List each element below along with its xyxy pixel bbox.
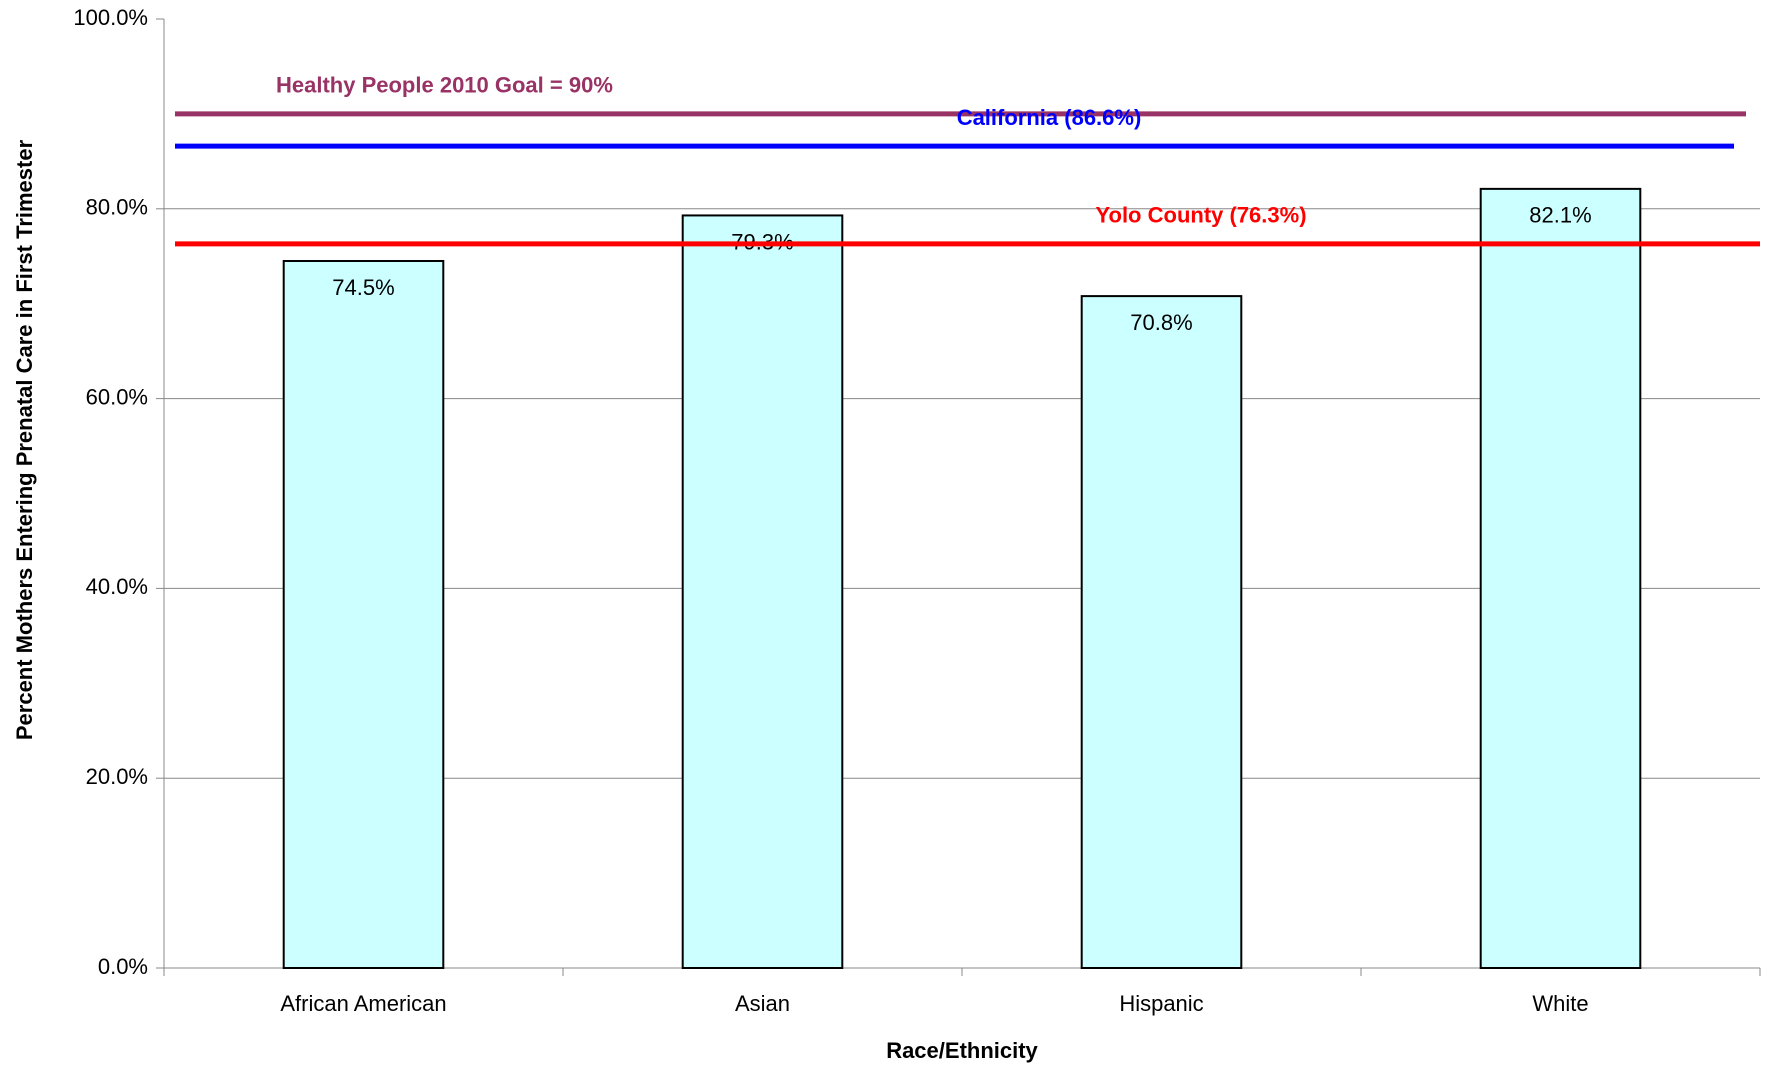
y-tick-label: 100.0% bbox=[73, 5, 148, 30]
bar bbox=[1080, 295, 1243, 970]
y-tick-label: 60.0% bbox=[86, 384, 148, 409]
y-tick-label: 20.0% bbox=[86, 764, 148, 789]
x-tick-label: Asian bbox=[735, 991, 790, 1016]
data-label: 82.1% bbox=[1529, 203, 1591, 228]
x-axis-title: Race/Ethnicity bbox=[886, 1038, 1038, 1063]
bar bbox=[1479, 187, 1642, 970]
y-tick-label: 0.0% bbox=[98, 954, 148, 979]
y-tick-label: 80.0% bbox=[86, 195, 148, 220]
reference-label: Healthy People 2010 Goal = 90% bbox=[276, 73, 613, 98]
x-tick-label: African American bbox=[280, 991, 446, 1016]
bar bbox=[681, 214, 844, 969]
x-tick-label: Hispanic bbox=[1119, 991, 1203, 1016]
reference-label: California (86.6%) bbox=[957, 105, 1142, 130]
bar bbox=[282, 259, 445, 969]
reference-label: Yolo County (76.3%) bbox=[1095, 203, 1306, 228]
x-tick-label: White bbox=[1532, 991, 1588, 1016]
data-label: 70.8% bbox=[1130, 310, 1192, 335]
y-axis-title: Percent Mothers Entering Prenatal Care i… bbox=[12, 139, 37, 740]
y-tick-label: 40.0% bbox=[86, 574, 148, 599]
data-label: 74.5% bbox=[332, 275, 394, 300]
